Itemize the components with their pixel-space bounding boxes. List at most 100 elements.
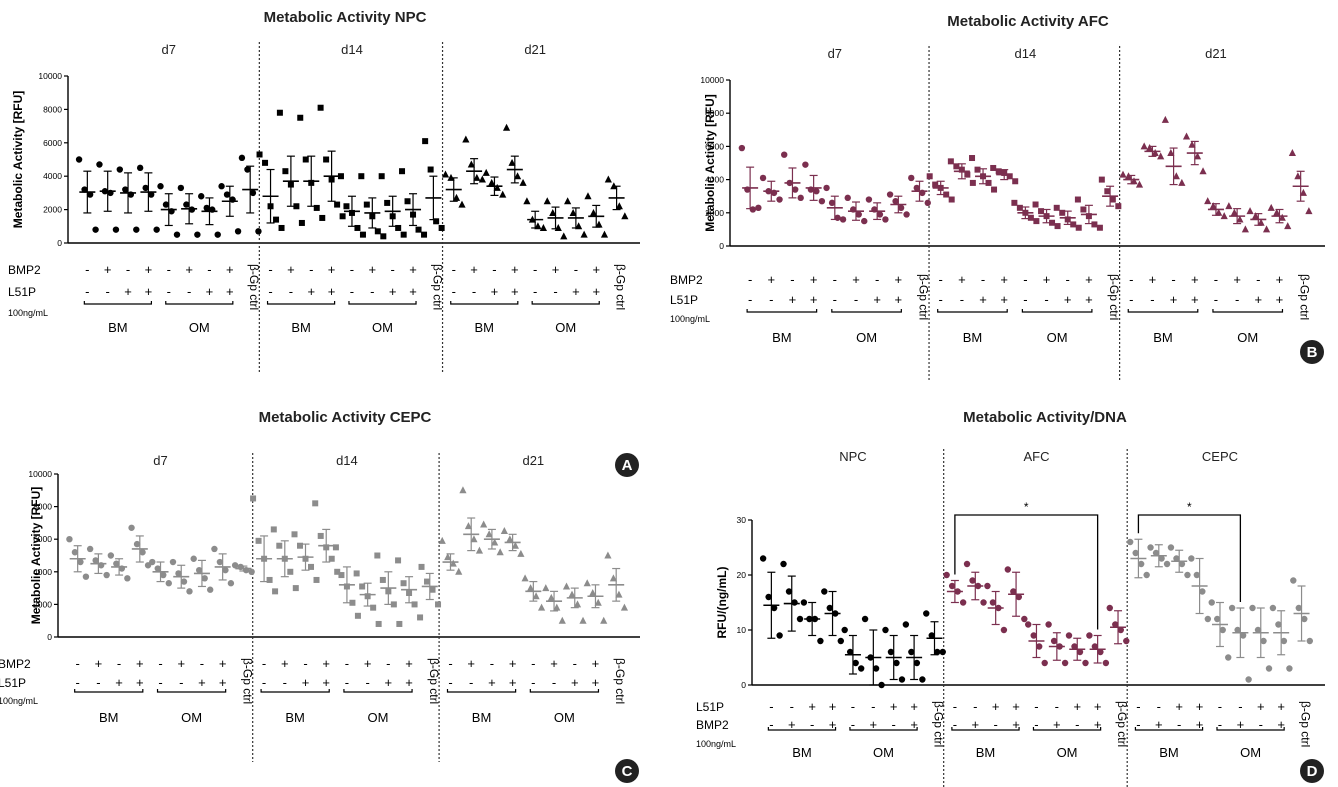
data-point	[1117, 626, 1124, 634]
treatment-sign: -	[875, 272, 879, 287]
data-point	[1146, 144, 1154, 152]
data-point	[467, 160, 475, 168]
bm-bracket-label: BM	[772, 330, 792, 345]
data-point	[502, 123, 511, 131]
treatment-sign: -	[85, 284, 89, 299]
treatment-sign: -	[365, 675, 369, 690]
bm-bracket	[83, 301, 153, 305]
bm-bracket	[446, 689, 517, 693]
treatment-sign: +	[287, 262, 295, 277]
y-tick-label: 0	[47, 632, 52, 642]
treatment-sign: -	[748, 272, 752, 287]
data-point	[759, 555, 767, 562]
concentration-label: 100ng/mL	[670, 314, 710, 324]
data-point	[1151, 149, 1159, 157]
om-bracket-label: OM	[1240, 745, 1261, 760]
data-point	[903, 211, 910, 218]
treatment-sign: -	[833, 272, 837, 287]
data-point	[1225, 202, 1233, 210]
treatment-sign: -	[533, 262, 537, 277]
data-point	[898, 676, 906, 683]
data-point	[902, 621, 910, 628]
treatment-sign: +	[1064, 292, 1072, 307]
data-point	[947, 158, 954, 165]
concentration-label: 100ng/mL	[0, 696, 38, 706]
treatment-sign: +	[1276, 272, 1284, 287]
data-point	[1143, 571, 1150, 579]
treatment-sign: -	[117, 656, 121, 671]
treatment-sign: +	[104, 262, 112, 277]
data-point	[1193, 152, 1202, 160]
data-point	[66, 536, 73, 543]
data-point	[1006, 173, 1013, 180]
data-point	[334, 568, 341, 575]
treatment-sign: +	[322, 675, 330, 690]
data-point	[1106, 604, 1113, 612]
data-point	[1214, 615, 1221, 623]
data-point	[1278, 213, 1286, 221]
data-point	[1075, 224, 1082, 231]
group-label: d21	[1205, 46, 1227, 61]
treatment-sign: -	[268, 284, 272, 299]
treatment-sign: +	[1233, 272, 1241, 287]
data-point	[1241, 225, 1249, 233]
data-point	[211, 545, 218, 553]
data-point	[1228, 604, 1236, 612]
treatment-sign: +	[571, 675, 579, 690]
treatment-sign: +	[136, 656, 144, 671]
data-point	[384, 199, 391, 206]
treatment-sign: -	[1256, 272, 1260, 287]
data-point	[939, 648, 946, 656]
treatment-sign: +	[511, 262, 519, 277]
data-point	[452, 193, 461, 201]
treatment-sign: +	[979, 292, 987, 307]
treatment-sign: -	[262, 656, 266, 671]
data-point	[549, 208, 557, 216]
treatment-sign: +	[592, 284, 600, 299]
data-point	[353, 570, 360, 577]
treatment-sign: -	[994, 717, 998, 732]
y-tick-label: 0	[719, 241, 724, 251]
data-point	[475, 546, 484, 554]
treatment-sign: -	[953, 699, 957, 714]
data-point	[953, 163, 960, 170]
data-point	[1076, 648, 1084, 656]
data-point	[600, 230, 609, 238]
data-point	[128, 524, 135, 531]
treatment-sign: +	[1191, 292, 1199, 307]
treatment-sign: +	[385, 675, 393, 690]
data-point	[861, 217, 868, 225]
data-point	[1157, 152, 1165, 160]
data-point	[926, 173, 933, 180]
data-point	[396, 620, 403, 627]
treatment-sign: +	[592, 656, 600, 671]
data-point	[500, 527, 508, 535]
y-axis-label: Metabolic Activity [RFU]	[703, 94, 717, 232]
treatment-sign: +	[552, 262, 560, 277]
data-point	[1054, 223, 1061, 230]
treatment-sign: -	[1235, 292, 1239, 307]
treatment-sign: +	[958, 272, 966, 287]
data-point	[308, 563, 315, 570]
data-point	[113, 560, 120, 567]
data-point	[1049, 219, 1056, 226]
data-point	[846, 648, 854, 656]
data-point	[404, 198, 411, 205]
data-point	[77, 558, 84, 566]
treatment-sign: +	[1000, 292, 1008, 307]
data-point	[270, 526, 277, 533]
data-point	[433, 218, 440, 225]
data-point	[328, 555, 335, 562]
data-point	[485, 530, 493, 538]
control-label: β-Gp ctrl	[247, 264, 261, 310]
data-point	[297, 542, 304, 549]
data-point	[337, 173, 344, 180]
y-tick-label: 2000	[33, 599, 52, 609]
treatment-sign: +	[767, 272, 775, 287]
data-point	[255, 228, 262, 235]
chart-title: Metabolic Activity NPC	[264, 9, 427, 26]
treatment-sign: -	[1044, 292, 1048, 307]
data-point	[298, 219, 305, 226]
concentration-label: 100ng/mL	[8, 308, 48, 318]
treatment-sign: +	[1196, 717, 1204, 732]
